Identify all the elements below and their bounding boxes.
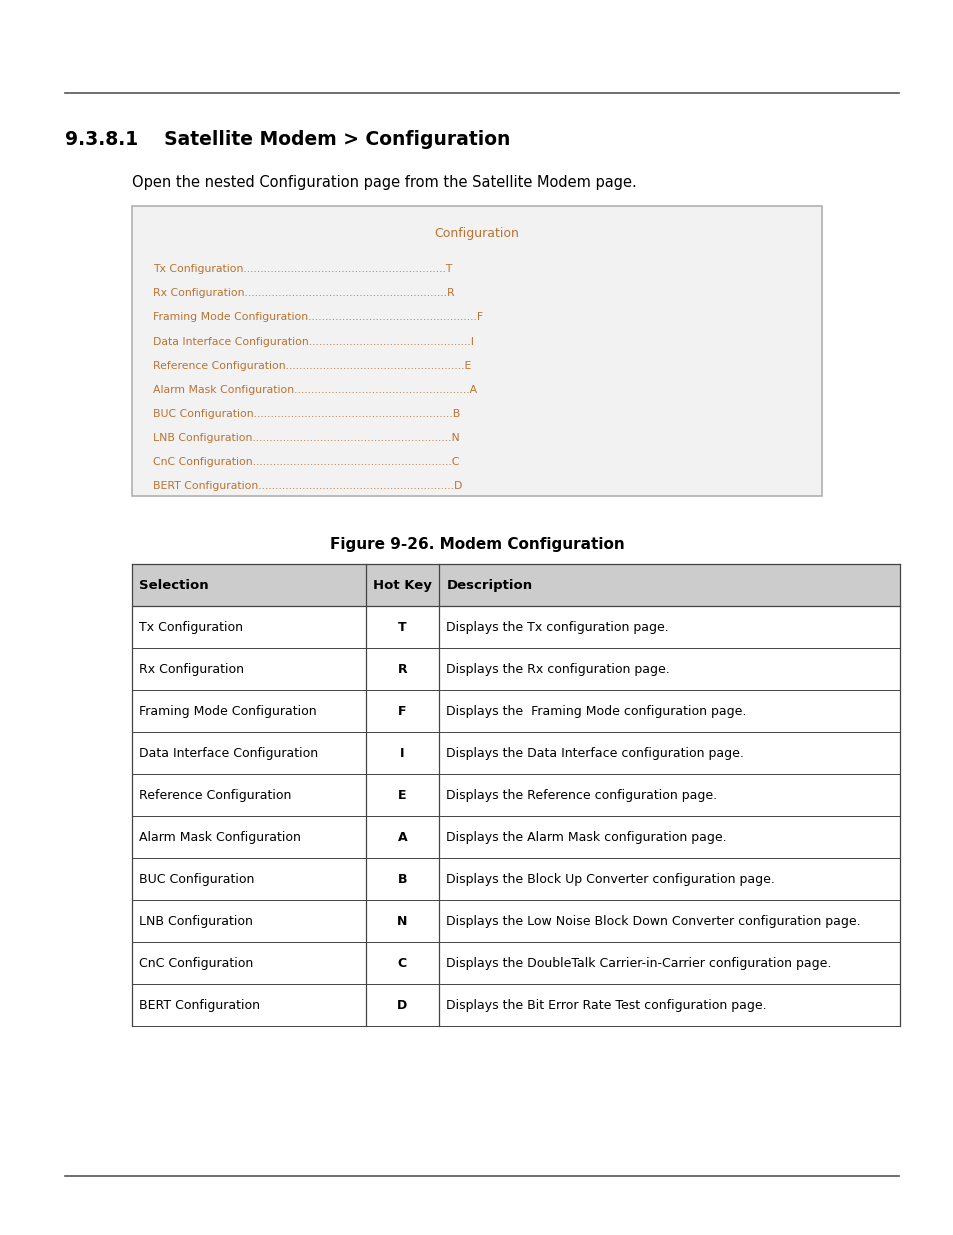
Text: F: F [397,705,406,718]
FancyBboxPatch shape [132,206,821,496]
Bar [132,816,899,858]
Bar [132,732,899,774]
Text: Rx Configuration............................................................R: Rx Configuration........................… [152,289,454,299]
Text: Selection: Selection [139,579,209,592]
Text: B: B [397,873,407,885]
Bar [132,690,899,732]
Text: Displays the Low Noise Block Down Converter configuration page.: Displays the Low Noise Block Down Conver… [446,915,861,927]
Bar [132,648,899,690]
Text: N: N [396,915,407,927]
Text: Configuration: Configuration [435,226,518,240]
Text: E: E [397,789,406,802]
Text: Hot Key: Hot Key [373,579,432,592]
Bar [132,942,899,984]
Text: Displays the Bit Error Rate Test configuration page.: Displays the Bit Error Rate Test configu… [446,999,766,1011]
Text: BUC Configuration: BUC Configuration [139,873,254,885]
Text: BERT Configuration: BERT Configuration [139,999,260,1011]
Text: Displays the Rx configuration page.: Displays the Rx configuration page. [446,663,670,676]
Text: Alarm Mask Configuration: Alarm Mask Configuration [139,831,301,844]
Bar [132,900,899,942]
Text: D: D [396,999,407,1011]
Text: Rx Configuration: Rx Configuration [139,663,244,676]
Bar [132,564,899,606]
Text: Displays the Data Interface configuration page.: Displays the Data Interface configuratio… [446,747,743,760]
Text: I: I [399,747,404,760]
Text: C: C [397,957,407,969]
Text: BERT Configuration..........................................................D: BERT Configuration......................… [152,482,461,492]
Text: LNB Configuration...........................................................N: LNB Configuration.......................… [152,433,459,443]
Text: T: T [397,621,406,634]
Text: Tx Configuration: Tx Configuration [139,621,243,634]
Text: CnC Configuration: CnC Configuration [139,957,253,969]
Bar [132,774,899,816]
Text: Displays the Tx configuration page.: Displays the Tx configuration page. [446,621,668,634]
Text: LNB Configuration: LNB Configuration [139,915,253,927]
Text: BUC Configuration...........................................................B: BUC Configuration.......................… [152,409,459,419]
Text: Displays the  Framing Mode configuration page.: Displays the Framing Mode configuration … [446,705,746,718]
Text: Data Interface Configuration................................................I: Data Interface Configuration............… [152,337,473,347]
Text: R: R [397,663,407,676]
Text: Description: Description [446,579,532,592]
Text: CnC Configuration...........................................................C: CnC Configuration.......................… [152,457,458,467]
Text: Displays the Reference configuration page.: Displays the Reference configuration pag… [446,789,717,802]
Text: Data Interface Configuration: Data Interface Configuration [139,747,318,760]
Text: Figure 9-26. Modem Configuration: Figure 9-26. Modem Configuration [330,537,623,552]
Text: Displays the Block Up Converter configuration page.: Displays the Block Up Converter configur… [446,873,775,885]
Text: Reference Configuration: Reference Configuration [139,789,292,802]
Bar [132,858,899,900]
Text: Framing Mode Configuration..................................................F: Framing Mode Configuration..............… [152,312,482,322]
Text: Alarm Mask Configuration....................................................A: Alarm Mask Configuration................… [152,385,476,395]
Text: Open the nested Configuration page from the Satellite Modem page.: Open the nested Configuration page from … [132,175,636,190]
Text: Displays the DoubleTalk Carrier-in-Carrier configuration page.: Displays the DoubleTalk Carrier-in-Carri… [446,957,831,969]
Text: Tx Configuration............................................................T: Tx Configuration........................… [152,264,452,274]
Bar [132,984,899,1026]
Text: Framing Mode Configuration: Framing Mode Configuration [139,705,316,718]
Text: 9.3.8.1    Satellite Modem > Configuration: 9.3.8.1 Satellite Modem > Configuration [65,130,510,148]
Bar [132,606,899,648]
Text: Reference Configuration.....................................................E: Reference Configuration.................… [152,361,471,370]
Text: A: A [397,831,407,844]
Text: Displays the Alarm Mask configuration page.: Displays the Alarm Mask configuration pa… [446,831,726,844]
